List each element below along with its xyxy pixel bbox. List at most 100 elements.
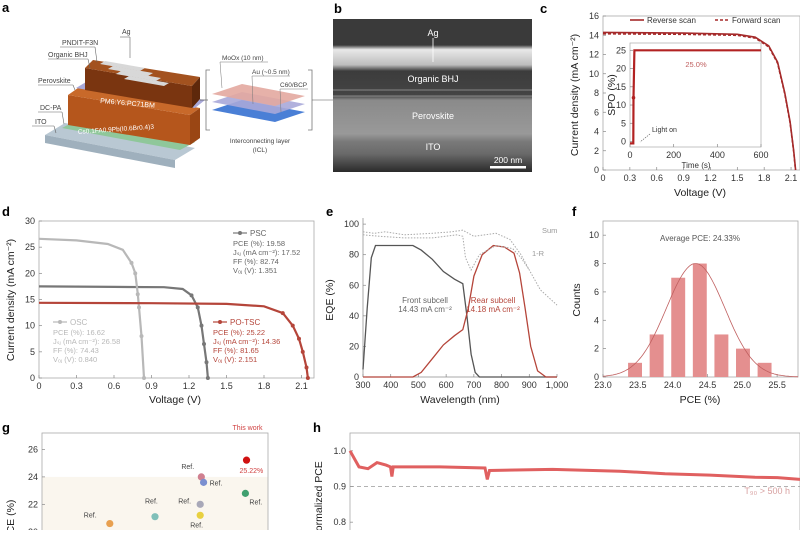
g-point: [241, 489, 249, 497]
panel-letter-a: a: [2, 0, 10, 15]
e-rear-current: 14.18 mA cm⁻²: [466, 305, 520, 314]
e-y-tick-label: 100: [344, 219, 359, 229]
f-y-tick-label: 4: [594, 315, 599, 325]
d-x-tick-label: 0.9: [145, 381, 158, 391]
f-y-tick-label: 8: [594, 259, 599, 269]
e-x-tick-label: 800: [494, 380, 509, 390]
h-plot-frame: [349, 432, 800, 535]
d-marker-psc: [189, 293, 194, 298]
c-inset-y-tick-label: 25: [616, 45, 626, 55]
c-inset-y-label: SPO (%): [606, 74, 618, 115]
g-plot-frame: [41, 432, 269, 535]
e-series-front-subcell: [362, 244, 557, 378]
f-bar: [736, 348, 750, 377]
d-marker-osc: [133, 271, 138, 276]
ag-electrodes: [100, 61, 169, 86]
label-pndit: PNDIT-F3N: [62, 40, 98, 47]
sem-image: [333, 19, 532, 172]
e-x-tick-label: 700: [466, 380, 481, 390]
sem-label-ito: ITO: [426, 142, 441, 152]
c-x-tick-label: 0: [600, 173, 605, 183]
panel-h-stability-chart: 0.8 0.9 1.0 Normalized PCE T₉₀ > 500 h: [313, 432, 800, 535]
c-x-tick-label: 1.8: [758, 173, 771, 183]
g-point-value: 25.22%: [240, 468, 264, 475]
d-series-psc: [38, 285, 209, 379]
g-point: [106, 519, 114, 528]
c-x-tick-label: 1.5: [731, 173, 744, 183]
d-psc-metric: Vₒⱼ (V): 1.351: [233, 266, 277, 275]
c-inset-y-tick-label: 5: [621, 118, 626, 128]
c-inset-y-tick-label: 15: [616, 82, 626, 92]
c-x-tick-label: 2.1: [785, 173, 798, 183]
f-y-tick-label: 10: [589, 230, 599, 240]
e-front-label: Front subcell: [402, 296, 448, 305]
d-y-tick-label: 20: [25, 268, 35, 278]
e-x-tick-label: 600: [439, 380, 454, 390]
e-x-axis-label: Wavelength (nm): [420, 394, 500, 406]
d-po-tsc-metric: FF (%): 81.65: [213, 346, 259, 355]
label-perovskite: Perovskite: [38, 78, 71, 85]
e-rear-label: Rear subcell: [471, 296, 516, 305]
d-marker-psc: [204, 360, 209, 365]
d-x-tick-label: 1.8: [258, 381, 271, 391]
d-marker-osc: [142, 376, 146, 380]
f-bar: [714, 334, 729, 377]
c-inset-y-tick-label: 20: [616, 64, 626, 74]
g-point: [197, 473, 205, 481]
scale-bar-label: 200 nm: [494, 155, 522, 165]
icl-caption: Interconnecting layer: [230, 138, 291, 145]
e-y-tick-label: 40: [349, 311, 359, 321]
d-legend-label: PO-TSC: [230, 318, 260, 327]
d-legend-label: OSC: [70, 318, 88, 327]
d-y-tick-label: 5: [30, 347, 35, 357]
f-y-tick-label: 2: [594, 344, 599, 354]
e-y-tick-label: 0: [354, 372, 359, 382]
g-y-tick-label: 24: [28, 472, 38, 482]
e-x-tick-label: 300: [355, 380, 370, 390]
d-x-tick-label: 0.3: [70, 381, 83, 391]
c-inset-x-tick-label: 0: [627, 150, 632, 160]
g-y-tick-label: 26: [28, 444, 38, 454]
d-marker-po-tsc: [304, 365, 309, 370]
f-gaussian-fit: [602, 263, 799, 378]
e-1r-label: 1-R: [532, 249, 545, 258]
ito-layer: [45, 123, 195, 160]
d-marker-po-tsc: [290, 323, 295, 328]
d-marker-osc: [139, 334, 144, 339]
f-bar: [628, 362, 642, 377]
d-y-tick-label: 30: [25, 216, 35, 226]
d-marker-po-tsc: [300, 349, 305, 354]
panel-e-eqe-chart: e 300 400 500 600 700 800 900 1,000 0 20 40 60 80 100 W…: [324, 204, 568, 406]
e-x-tick-label: 500: [411, 380, 426, 390]
label-organic-bhj: Organic BHJ: [48, 52, 88, 59]
g-point-label: Ref.: [190, 522, 203, 529]
panel-letter-e: e: [326, 204, 333, 219]
c-inset-point: [631, 95, 636, 100]
d-x-axis-label: Voltage (V): [149, 394, 201, 406]
g-point-label: Ref.: [181, 464, 194, 471]
d-osc-metric: Jₛⱼ (mA cm⁻²): 26.58: [53, 337, 120, 346]
g-y-tick-label: 22: [28, 499, 38, 509]
h-normalized-pce-series: [348, 450, 800, 481]
d-marker-psc: [205, 376, 210, 380]
c-inset-frame: [629, 42, 762, 148]
g-y-axis-label: PCE (%): [5, 500, 17, 530]
c-x-tick-label: 0.6: [650, 173, 663, 183]
c-y-tick-label: 6: [594, 107, 599, 117]
f-x-axis-label: PCE (%): [680, 394, 721, 406]
d-series-po-tsc: [38, 301, 309, 379]
c-x-tick-label: 0.3: [624, 173, 637, 183]
d-osc-metric: Vₒⱼ (V): 0.840: [53, 355, 97, 364]
d-marker-osc: [129, 260, 134, 265]
panel-letter-c: c: [540, 1, 547, 16]
g-point: [151, 513, 159, 521]
c-inset-x-tick-label: 600: [753, 150, 768, 160]
f-y-axis-label: Counts: [571, 283, 583, 316]
h-t90-annotation: T₉₀ > 500 h: [744, 486, 790, 496]
c-inset-y-tick-label: 0: [621, 137, 626, 147]
panel-letter-f: f: [572, 204, 577, 219]
panel-c-jv-chart: c 0 0.3 0.6 0.9 1.2 1.5 1.8 2.1 0 2 4 6 8 10 12 14 16 Volt…: [540, 1, 800, 199]
c-inset-value-annotation: 25.0%: [685, 60, 707, 69]
e-y-tick-label: 20: [349, 341, 359, 351]
